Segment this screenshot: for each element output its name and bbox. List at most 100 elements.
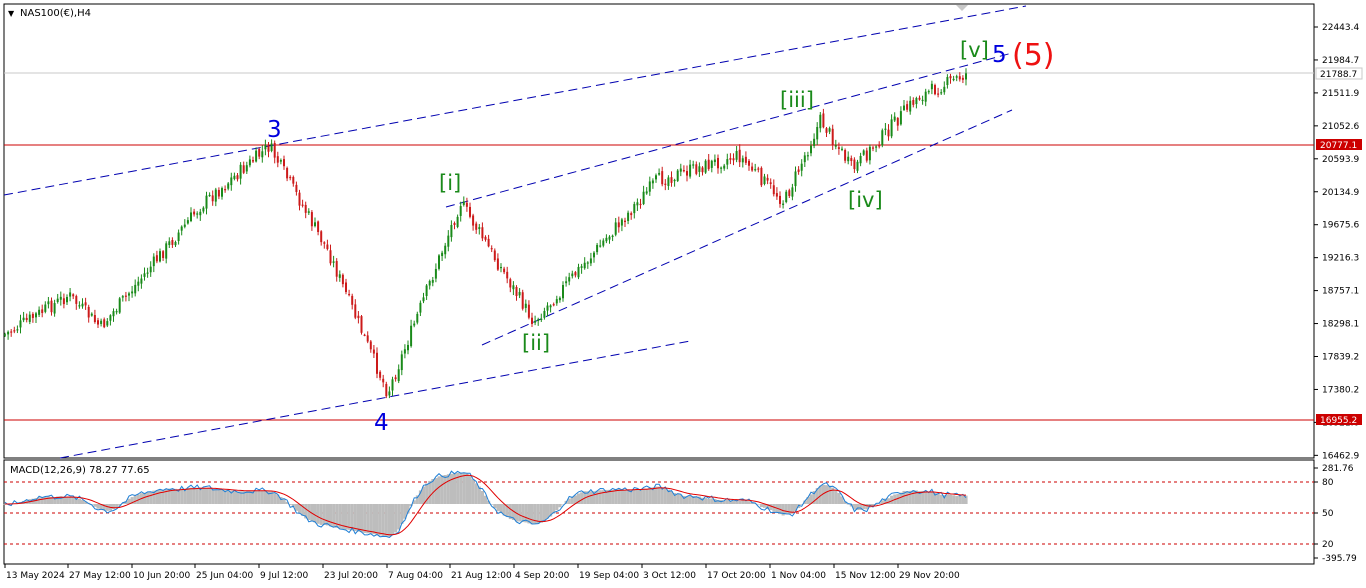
- candle-body: [602, 240, 605, 246]
- candle-body: [710, 160, 713, 168]
- macd-histogram-bar: [81, 500, 85, 504]
- candle-body: [382, 378, 385, 383]
- candle-body: [143, 273, 146, 277]
- candle-body: [524, 303, 527, 308]
- candle-body: [909, 100, 912, 112]
- macd-histogram-bar: [741, 500, 745, 504]
- macd-histogram-bar: [840, 496, 844, 504]
- time-axis-label: 17 Oct 20:00: [707, 571, 766, 581]
- candle-body: [354, 304, 357, 318]
- macd-histogram-bar: [158, 489, 162, 504]
- shift-marker-icon[interactable]: [956, 5, 968, 11]
- candle-body: [952, 78, 955, 81]
- price-panel-frame: [3, 3, 1315, 459]
- macd-histogram-bar: [905, 491, 909, 504]
- candle-body: [574, 272, 577, 276]
- macd-histogram-bar: [896, 494, 900, 504]
- candle-body: [152, 256, 155, 267]
- macd-histogram-bar: [201, 488, 205, 504]
- candle-body: [859, 155, 862, 164]
- candle-body: [159, 251, 161, 262]
- macd-histogram-bar: [670, 491, 674, 504]
- macd-histogram-bar: [124, 501, 128, 504]
- macd-histogram-bar: [267, 491, 271, 504]
- candle-body: [261, 151, 264, 158]
- macd-histogram-bar: [341, 504, 345, 530]
- candle-body: [128, 293, 130, 296]
- candle-body: [630, 213, 633, 216]
- candle-body: [769, 182, 772, 184]
- candle-body: [819, 114, 822, 129]
- candle-body: [518, 291, 521, 296]
- candle-body: [583, 262, 586, 269]
- menu-arrow-icon[interactable]: ▼: [8, 9, 15, 18]
- symbol-label: NAS100(€),H4: [20, 8, 91, 19]
- candle-body: [348, 293, 351, 296]
- candle-body: [940, 92, 943, 94]
- candle-body: [248, 159, 251, 166]
- candle-body: [131, 291, 134, 294]
- price-axis-label: 19675.6: [1322, 221, 1359, 231]
- candle-body: [465, 202, 468, 207]
- macd-histogram-bar: [763, 504, 767, 508]
- macd-histogram-bar: [592, 491, 596, 504]
- macd-histogram-bar: [177, 489, 181, 504]
- candle-body: [757, 168, 760, 170]
- macd-levels: [4, 481, 1314, 545]
- candle-body: [540, 318, 543, 320]
- macd-histogram-bar: [257, 491, 261, 504]
- macd-histogram-bar: [952, 495, 956, 504]
- macd-histogram-bar: [642, 488, 646, 504]
- candle-body: [648, 181, 651, 192]
- candle-body: [103, 319, 106, 328]
- macd-histogram-bar: [99, 504, 103, 510]
- macd-histogram-bar: [722, 500, 726, 504]
- macd-histogram-bar: [195, 487, 199, 504]
- macd-axis: 281.76 80 50 20 -395.79: [1314, 464, 1357, 564]
- candle-body: [372, 349, 375, 354]
- macd-histogram-bar: [694, 496, 698, 504]
- macd-histogram-bar: [37, 497, 41, 504]
- candle-body: [124, 295, 127, 297]
- candle-body: [934, 85, 936, 95]
- candle-body: [552, 304, 555, 306]
- macd-histogram-bar: [815, 488, 819, 504]
- macd-histogram-bar: [232, 491, 236, 504]
- candle-body: [791, 187, 794, 197]
- macd-histogram-bar: [505, 504, 509, 518]
- candle-body: [481, 227, 484, 239]
- candle-body: [53, 303, 56, 314]
- macd-histogram-bar: [211, 488, 215, 504]
- time-axis-label: 27 May 12:00: [69, 571, 131, 581]
- candle-body: [620, 219, 623, 226]
- macd-histogram-bar: [446, 474, 450, 504]
- macd-histogram-bar: [614, 488, 618, 504]
- candle-body: [283, 159, 285, 167]
- time-axis-label: 19 Sep 04:00: [579, 571, 639, 581]
- candle-body: [183, 224, 186, 227]
- candle-body: [431, 279, 434, 283]
- candle-body: [896, 118, 899, 126]
- wave-labels: 3 4 [i] [ii] [iii] [iv] [v] 5 (5): [267, 38, 1055, 436]
- candle-body: [13, 330, 16, 332]
- macd-histogram-bar: [400, 504, 404, 525]
- macd-histogram-bar: [821, 484, 825, 504]
- candle-body: [341, 274, 344, 285]
- candle-body: [146, 272, 149, 274]
- candle-body: [930, 83, 933, 90]
- wave-label-iv: [iv]: [848, 188, 883, 212]
- candle-body: [394, 377, 397, 380]
- wave-label-5-red: (5): [1012, 38, 1055, 73]
- macd-histogram-bar: [744, 500, 748, 504]
- macd-histogram-bar: [651, 487, 655, 504]
- candle-body: [580, 266, 583, 268]
- macd-histogram-bar: [335, 504, 339, 528]
- candle-body: [403, 349, 406, 354]
- macd-histogram-bar: [608, 489, 612, 504]
- channel-lower-outer: [59, 340, 691, 459]
- macd-histogram-bar: [859, 504, 863, 510]
- macd-histogram-bar: [189, 487, 193, 504]
- macd-histogram-bar: [542, 504, 546, 522]
- macd-histogram-bar: [474, 483, 478, 504]
- macd-histogram-bar: [62, 496, 66, 504]
